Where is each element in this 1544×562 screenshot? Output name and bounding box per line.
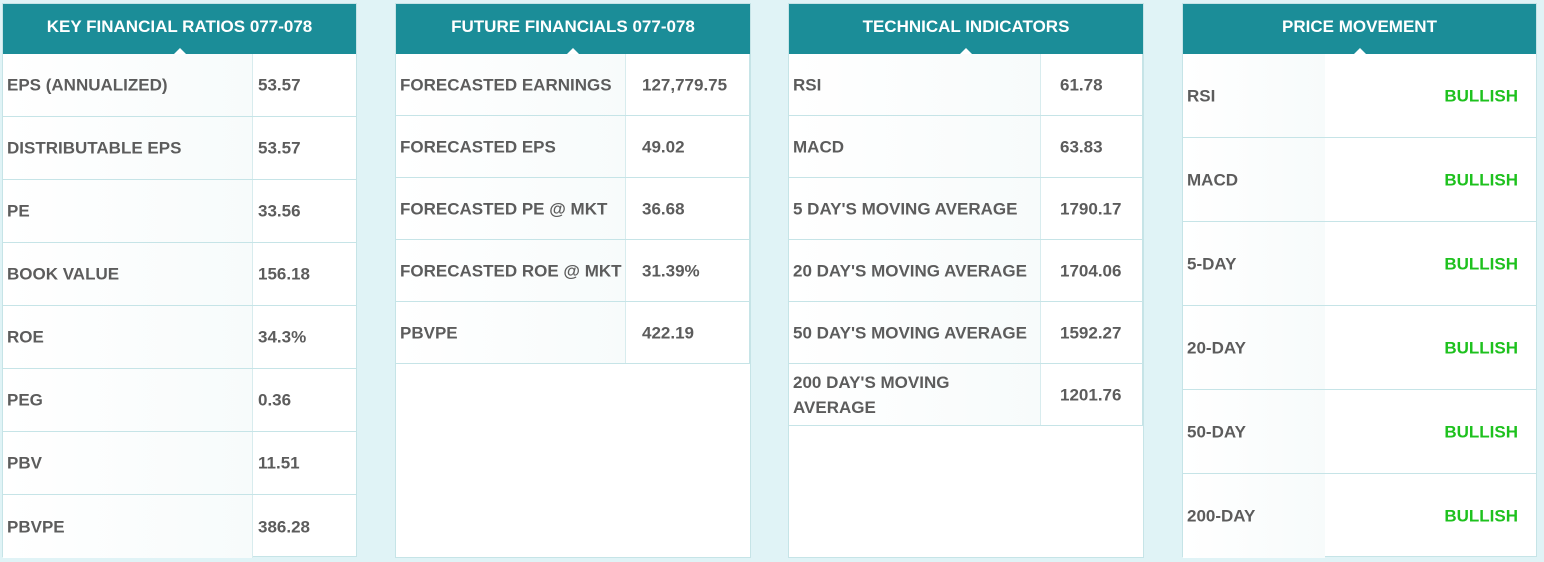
row-value: 127,779.75 xyxy=(642,75,728,94)
panel-title: TECHNICAL INDICATORS xyxy=(862,17,1070,36)
table-row: MACD 63.83 xyxy=(789,116,1142,178)
row-label: 20-DAY xyxy=(1187,338,1246,357)
table-row: 20 DAY'S MOVING AVERAGE 1704.06 xyxy=(789,240,1142,302)
row-label: EPS (ANNUALIZED) xyxy=(7,75,168,95)
row-label: 200-DAY xyxy=(1187,506,1256,526)
row-value: 422.19 xyxy=(642,323,694,342)
row-label: RSI xyxy=(1187,86,1216,105)
row-label: MACD xyxy=(793,137,844,156)
panel-title: FUTURE FINANCIALS 077-078 xyxy=(451,17,695,36)
row-value: 49.02 xyxy=(642,137,685,156)
panel-header: TECHNICAL INDICATORS xyxy=(789,4,1143,54)
row-value: 53.57 xyxy=(258,138,301,158)
bullish-status: BULLISH xyxy=(1444,254,1518,273)
row-value: 61.78 xyxy=(1060,75,1103,94)
technical-indicators-panel: TECHNICAL INDICATORS RSI 61.78 MACD 63.8… xyxy=(788,3,1144,558)
row-label: FORECASTED ROE @ MKT xyxy=(400,261,622,280)
row-label: FORECASTED PE @ MKT xyxy=(400,199,608,218)
panel-title: PRICE MOVEMENT xyxy=(1282,17,1437,36)
row-value: 386.28 xyxy=(258,517,310,536)
row-value: 36.68 xyxy=(642,199,685,218)
row-label: 5-DAY xyxy=(1187,254,1237,273)
header-notch xyxy=(1353,48,1366,54)
future-financials-panel: FUTURE FINANCIALS 077-078 FORECASTED EAR… xyxy=(395,3,751,558)
panel-header: FUTURE FINANCIALS 077-078 xyxy=(396,4,750,54)
row-label: MACD xyxy=(1187,170,1238,189)
row-value: 156.18 xyxy=(258,264,310,284)
panel-header: PRICE MOVEMENT xyxy=(1183,4,1536,54)
row-label: PBV xyxy=(7,453,42,473)
row-label: BOOK VALUE xyxy=(7,264,120,284)
row-value: 1592.27 xyxy=(1060,323,1122,342)
table-row: PBVPE 386.28 xyxy=(3,495,356,558)
table-row: FORECASTED ROE @ MKT 31.39% xyxy=(396,240,749,302)
bullish-status: BULLISH xyxy=(1444,86,1518,105)
table-row: 20-DAY BULLISH xyxy=(1183,306,1536,390)
row-value: 53.57 xyxy=(258,75,301,95)
table-row: FORECASTED EARNINGS 127,779.75 xyxy=(396,54,749,116)
row-value: 63.83 xyxy=(1060,137,1103,156)
row-label: PBVPE xyxy=(7,517,65,536)
technical-table: RSI 61.78 MACD 63.83 5 DAY'S MOVING AVER… xyxy=(789,54,1143,426)
table-row: BOOK VALUE 156.18 xyxy=(3,243,356,306)
bullish-status: BULLISH xyxy=(1444,506,1518,526)
header-notch xyxy=(567,48,579,54)
bullish-status: BULLISH xyxy=(1444,338,1518,357)
panel-header: KEY FINANCIAL RATIOS 077-078 xyxy=(3,4,356,54)
table-row: DISTRIBUTABLE EPS 53.57 xyxy=(3,117,356,180)
row-value: 1201.76 xyxy=(1060,385,1122,404)
table-row: ROE 34.3% xyxy=(3,306,356,369)
bullish-status: BULLISH xyxy=(1444,422,1518,441)
panel-title: KEY FINANCIAL RATIOS 077-078 xyxy=(46,17,313,36)
table-row: RSI BULLISH xyxy=(1183,54,1536,138)
table-row: 50 DAY'S MOVING AVERAGE 1592.27 xyxy=(789,302,1142,364)
row-value: 0.36 xyxy=(258,390,292,410)
row-value: 1790.17 xyxy=(1060,199,1122,218)
table-row: EPS (ANNUALIZED) 53.57 xyxy=(3,54,356,117)
table-row: 5 DAY'S MOVING AVERAGE 1790.17 xyxy=(789,178,1142,240)
row-label: 50 DAY'S MOVING AVERAGE xyxy=(793,323,1027,342)
row-label: FORECASTED EPS xyxy=(400,137,556,156)
row-label: PBVPE xyxy=(400,323,458,342)
row-value: 33.56 xyxy=(258,201,301,221)
table-row: MACD BULLISH xyxy=(1183,138,1536,222)
row-value: 31.39% xyxy=(642,261,700,280)
row-label: RSI xyxy=(793,75,822,94)
row-value: 1704.06 xyxy=(1060,261,1122,280)
row-label: ROE xyxy=(7,327,44,347)
row-label: 5 DAY'S MOVING AVERAGE xyxy=(793,199,1018,218)
row-label: PE xyxy=(7,201,30,221)
row-label: PEG xyxy=(7,390,43,410)
table-row: 5-DAY BULLISH xyxy=(1183,222,1536,306)
table-row: PEG 0.36 xyxy=(3,369,356,432)
row-label: 200 DAY'S MOVING AVERAGE xyxy=(793,372,950,417)
table-row: FORECASTED EPS 49.02 xyxy=(396,116,749,178)
table-row: PBVPE 422.19 xyxy=(396,302,749,364)
table-row: 200-DAY BULLISH xyxy=(1183,474,1536,558)
table-row: 200 DAY'S MOVING AVERAGE 1201.76 xyxy=(789,364,1142,426)
header-notch xyxy=(173,48,186,54)
row-label: 20 DAY'S MOVING AVERAGE xyxy=(793,261,1027,280)
table-row: RSI 61.78 xyxy=(789,54,1142,116)
bullish-status: BULLISH xyxy=(1444,170,1518,189)
header-notch xyxy=(960,48,972,54)
row-value: 11.51 xyxy=(258,453,300,473)
row-label: 50-DAY xyxy=(1187,422,1246,441)
future-table: FORECASTED EARNINGS 127,779.75 FORECASTE… xyxy=(396,54,750,364)
row-label: FORECASTED EARNINGS xyxy=(400,75,612,94)
price-movement-panel: PRICE MOVEMENT RSI BULLISH MACD BULLISH … xyxy=(1182,3,1537,558)
table-row: PE 33.56 xyxy=(3,180,356,243)
table-row: FORECASTED PE @ MKT 36.68 xyxy=(396,178,749,240)
table-row: 50-DAY BULLISH xyxy=(1183,390,1536,474)
row-label: DISTRIBUTABLE EPS xyxy=(7,138,182,158)
table-row: PBV 11.51 xyxy=(3,432,356,495)
key-financial-ratios-panel: KEY FINANCIAL RATIOS 077-078 EPS (ANNUAL… xyxy=(2,3,357,558)
row-value: 34.3% xyxy=(258,327,307,347)
